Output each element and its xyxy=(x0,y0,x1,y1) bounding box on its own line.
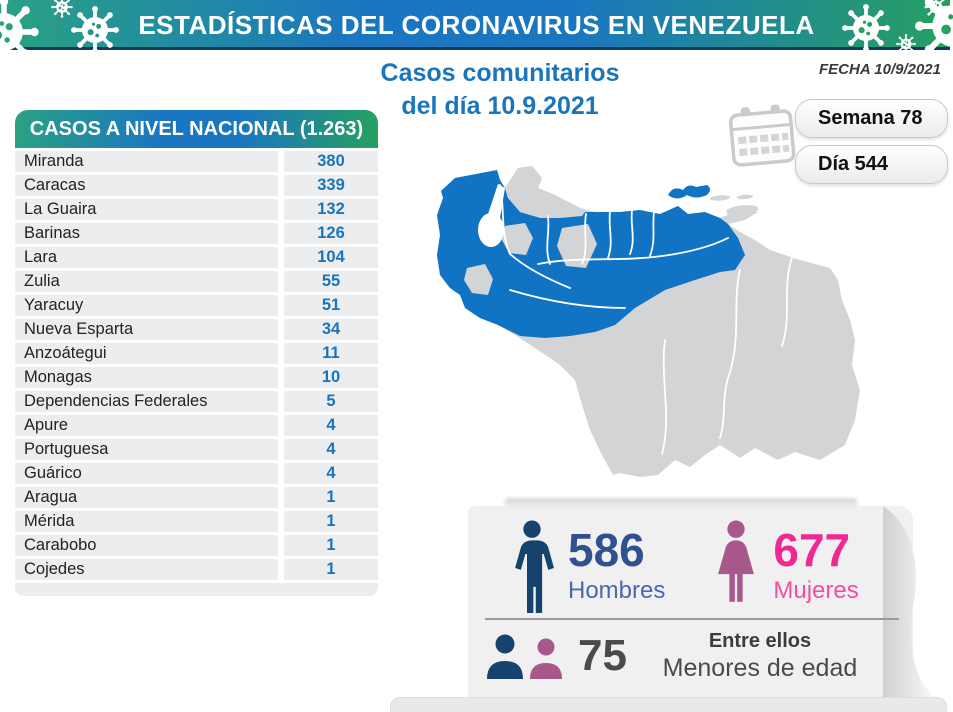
card-shadow xyxy=(504,498,858,508)
state-value: 1 xyxy=(284,487,378,508)
subtitle-line2: del día 10.9.2021 xyxy=(401,92,599,120)
state-name: Mérida xyxy=(15,511,278,532)
state-name: Portuguesa xyxy=(15,439,278,460)
demographics-card: 586 Hombres 677 Mujeres xyxy=(468,498,941,702)
state-value: 34 xyxy=(284,319,378,340)
men-count: 586 xyxy=(568,524,645,576)
table-row: Carabobo 1 xyxy=(15,535,378,556)
state-value: 51 xyxy=(284,295,378,316)
table-row: Anzoátegui 11 xyxy=(15,343,378,364)
table-row: Aragua 1 xyxy=(15,487,378,508)
gender-stats-row: 586 Hombres 677 Mujeres xyxy=(468,520,913,614)
date-label: FECHA 10/9/2021 xyxy=(818,61,941,78)
women-count: 677 xyxy=(773,524,851,576)
table-row: Caracas 339 xyxy=(15,175,378,196)
venezuela-map xyxy=(410,140,950,520)
table-row: Yaracuy 51 xyxy=(15,295,378,316)
state-name: Cojedes xyxy=(15,559,278,580)
minors-stats-row: 75 Entre ellos Menores de edad xyxy=(468,628,913,684)
week-badge: Semana 78 xyxy=(795,99,948,138)
state-name: Aragua xyxy=(15,487,278,508)
table-row: Mérida 1 xyxy=(15,511,378,532)
state-value: 132 xyxy=(284,199,378,220)
subtitle: Casos comunitarios del día 10.9.2021 xyxy=(335,57,665,123)
table-row: Guárico 4 xyxy=(15,463,378,484)
state-name: Caracas xyxy=(15,175,278,196)
day-badge: Día 544 xyxy=(795,145,948,184)
state-name: Monagas xyxy=(15,367,278,388)
women-numbers: 677 Mujeres xyxy=(773,520,858,614)
state-name: Dependencias Federales xyxy=(15,391,278,412)
state-value: 55 xyxy=(284,271,378,292)
minors-line1: Entre ellos xyxy=(708,630,812,652)
table-row: Lara 104 xyxy=(15,247,378,268)
table-row: Monagas 10 xyxy=(15,367,378,388)
women-stat: 677 Mujeres xyxy=(713,520,859,614)
page-title: ESTADÍSTICAS DEL CORONAVIRUS EN VENEZUEL… xyxy=(138,9,815,40)
table-row: Apure 4 xyxy=(15,415,378,436)
state-value: 4 xyxy=(284,463,378,484)
top-banner: ESTADÍSTICAS DEL CORONAVIRUS EN VENEZUEL… xyxy=(0,0,953,50)
state-name: Apure xyxy=(15,415,278,436)
state-value: 4 xyxy=(284,415,378,436)
state-name: Zulia xyxy=(15,271,278,292)
table-row: Zulia 55 xyxy=(15,271,378,292)
cases-table-footer xyxy=(15,583,378,596)
man-icon xyxy=(515,520,554,613)
state-value: 4 xyxy=(284,439,378,460)
state-value: 10 xyxy=(284,367,378,388)
men-stat: 586 Hombres xyxy=(510,520,665,614)
state-value: 126 xyxy=(284,223,378,244)
women-label: Mujeres xyxy=(773,577,859,604)
men-label: Hombres xyxy=(568,577,666,604)
men-numbers: 586 Hombres xyxy=(568,520,665,614)
table-row: Barinas 126 xyxy=(15,223,378,244)
minors-text: Entre ellos Menores de edad xyxy=(637,629,913,683)
table-row: Portuguesa 4 xyxy=(15,439,378,460)
boy-bust-icon xyxy=(487,634,523,679)
state-value: 5 xyxy=(284,391,378,412)
state-name: Nueva Esparta xyxy=(15,319,278,340)
girl-bust-icon xyxy=(530,638,562,679)
state-name: Guárico xyxy=(15,463,278,484)
minors-icons xyxy=(485,632,564,680)
venezuela-map-svg xyxy=(437,166,860,477)
cases-table-rows: Miranda 380 Caracas 339 La Guaira 132 Ba… xyxy=(15,151,378,580)
state-value: 380 xyxy=(284,151,378,172)
cases-table-title: CASOS A NIVEL NACIONAL (1.263) xyxy=(15,110,378,148)
minors-line2: Menores de edad xyxy=(662,654,858,682)
woman-icon xyxy=(718,520,755,602)
card-divider xyxy=(485,618,899,620)
state-name: Carabobo xyxy=(15,535,278,556)
state-name: La Guaira xyxy=(15,199,278,220)
calendar-icon xyxy=(728,104,796,167)
state-value: 1 xyxy=(284,535,378,556)
minors-count: 75 xyxy=(578,631,627,680)
table-row: Miranda 380 xyxy=(15,151,378,172)
state-value: 339 xyxy=(284,175,378,196)
state-value: 1 xyxy=(284,559,378,580)
day-badge-label: Día 544 xyxy=(818,153,889,175)
bottom-panel-edge xyxy=(390,697,947,712)
state-name: Yaracuy xyxy=(15,295,278,316)
national-cases-table: CASOS A NIVEL NACIONAL (1.263) Miranda 3… xyxy=(15,110,378,596)
state-name: Barinas xyxy=(15,223,278,244)
state-value: 1 xyxy=(284,511,378,532)
week-badge-label: Semana 78 xyxy=(818,107,923,129)
page-curl-decoration xyxy=(883,506,941,702)
state-name: Lara xyxy=(15,247,278,268)
table-row: Cojedes 1 xyxy=(15,559,378,580)
state-name: Anzoátegui xyxy=(15,343,278,364)
state-value: 104 xyxy=(284,247,378,268)
subtitle-line1: Casos comunitarios xyxy=(380,59,620,87)
state-value: 11 xyxy=(284,343,378,364)
table-row: Dependencias Federales 5 xyxy=(15,391,378,412)
table-row: Nueva Esparta 34 xyxy=(15,319,378,340)
table-row: La Guaira 132 xyxy=(15,199,378,220)
state-name: Miranda xyxy=(15,151,278,172)
